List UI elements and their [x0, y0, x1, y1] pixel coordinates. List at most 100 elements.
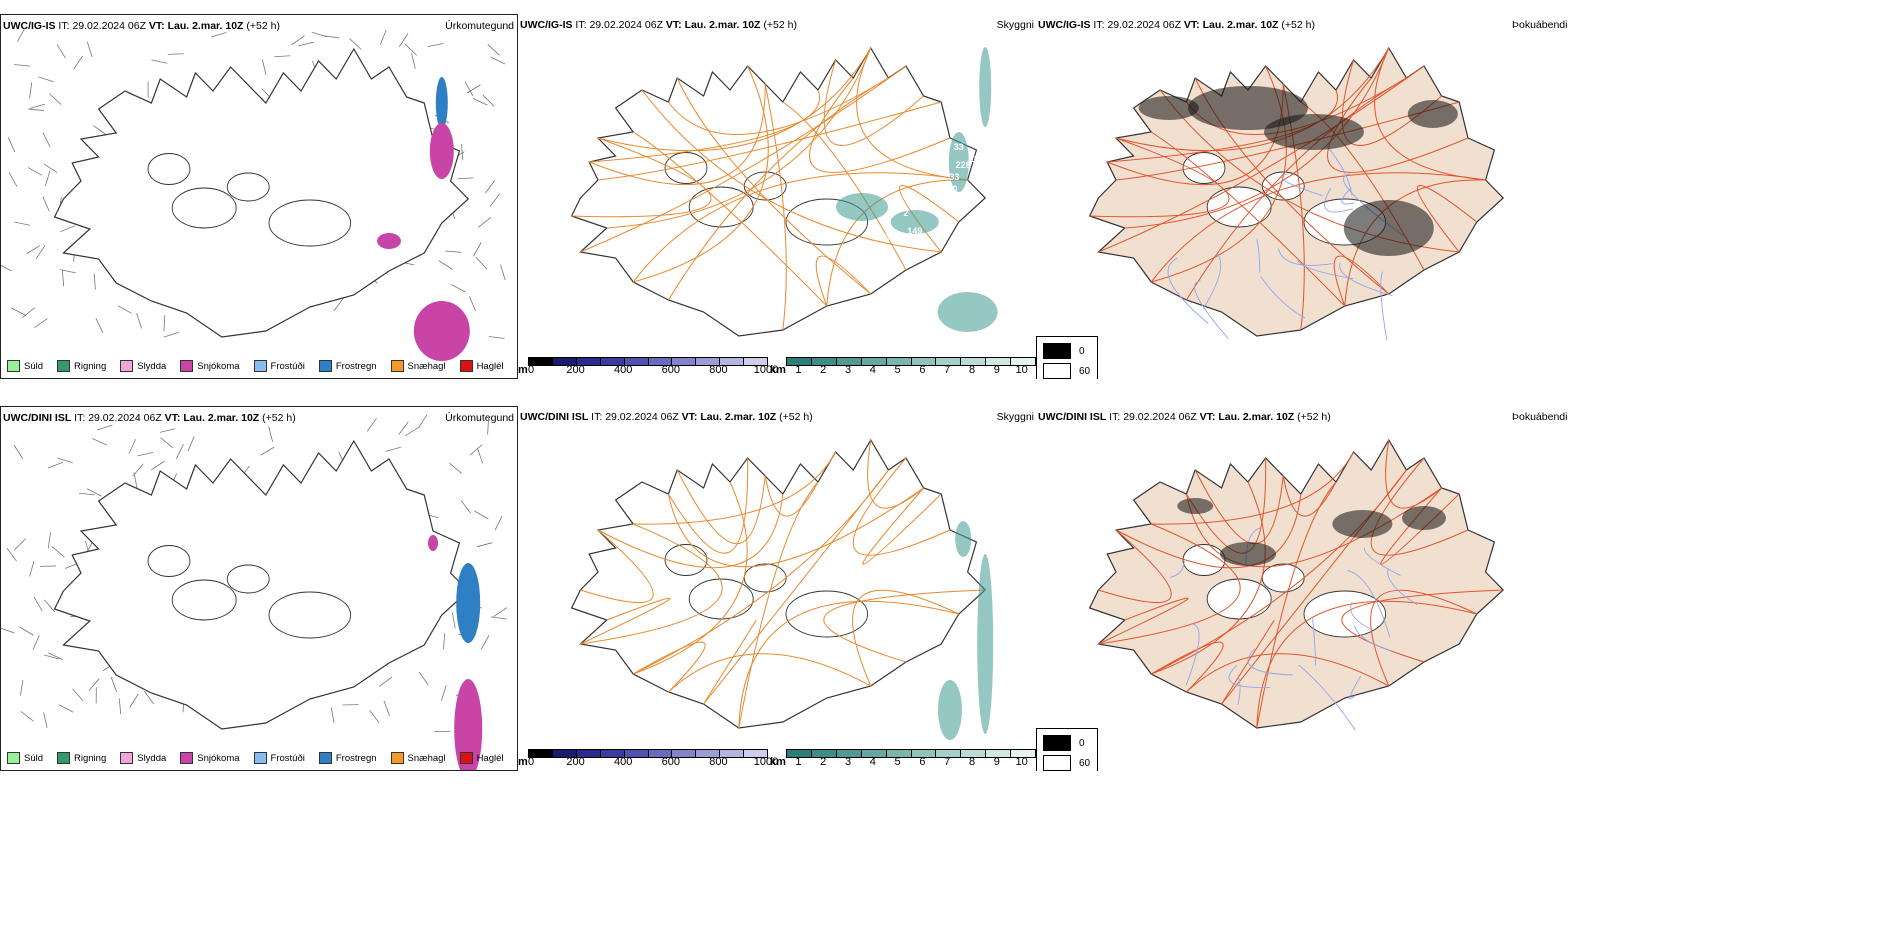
- ceiling-label: 244: [824, 232, 839, 242]
- road: [1150, 131, 1346, 307]
- road: [1151, 481, 1266, 675]
- river: [1281, 173, 1323, 197]
- colorbar-cell: [648, 750, 673, 757]
- river: [1247, 648, 1293, 676]
- road: [1115, 493, 1302, 569]
- legend-label: Haglél: [476, 360, 504, 372]
- colorbar-cell: [529, 358, 553, 365]
- colorbar-tick-label: 800: [709, 364, 728, 376]
- colorbar-tick-label: 8: [968, 756, 976, 768]
- colorbar-cell: [744, 750, 768, 757]
- low-visibility-area: [836, 193, 888, 221]
- ceiling-colorbar: [528, 357, 768, 366]
- colorbar-tick-label: 4: [869, 364, 876, 376]
- river: [1347, 570, 1391, 638]
- wind-barb: [33, 597, 43, 612]
- fog-swatch-60: [1043, 363, 1071, 379]
- panel-title: Úrkomutegund: [445, 20, 514, 32]
- legend-item: Slydda: [120, 752, 166, 764]
- wind-barb: [167, 53, 184, 55]
- legend-swatch: [390, 752, 404, 764]
- wind-barb: [210, 32, 227, 38]
- river: [1324, 187, 1353, 213]
- glacier-outline: [1206, 578, 1272, 620]
- colorbar-cell: [961, 750, 987, 757]
- road: [1327, 77, 1469, 173]
- fog-label-0: 0: [1079, 345, 1085, 357]
- legend-item: Rigning: [57, 360, 106, 372]
- river: [1228, 664, 1271, 688]
- low-visibility-area: [890, 210, 939, 234]
- road: [1115, 101, 1460, 181]
- glacier-outline: [664, 544, 708, 576]
- wind-barb: [457, 177, 474, 180]
- colorbar-tick-label: 3: [844, 756, 852, 768]
- road: [667, 487, 924, 568]
- panel-header: UWC/DINI ISL IT: 29.02.2024 06Z VT: Lau.…: [520, 411, 813, 423]
- colorbar-tick-label: 1: [795, 364, 802, 376]
- wind-barb: [88, 678, 100, 691]
- wind-barb: [43, 712, 48, 729]
- legend-item: Snæhagl: [390, 752, 446, 764]
- colorbar-tick-label: 0: [528, 364, 535, 376]
- precip-area: [435, 77, 448, 129]
- river: [1170, 561, 1185, 578]
- glacier-outline: [1182, 152, 1226, 184]
- wind-barb: [43, 163, 58, 174]
- legend-item: Frostúði: [253, 752, 305, 764]
- ceiling-unit: m: [518, 756, 528, 768]
- road: [1221, 620, 1275, 705]
- wind-barb: [451, 612, 456, 629]
- glacier-outline: [785, 590, 869, 638]
- legend-label: Frostregn: [335, 752, 377, 764]
- fog-index-panel-1: UWC/IG-IS IT: 29.02.2024 06Z VT: Lau. 2.…: [1036, 14, 1900, 379]
- road: [597, 493, 784, 569]
- wind-barb: [92, 438, 108, 446]
- fog-area: [1138, 96, 1199, 120]
- road: [633, 481, 748, 675]
- wind-barb: [378, 676, 393, 687]
- wind-barb: [404, 43, 417, 56]
- low-visibility-area: [979, 47, 992, 127]
- wind-barb: [47, 532, 51, 549]
- wind-barb: [128, 439, 137, 454]
- wind-barb: [7, 137, 16, 153]
- fog-swatch-0: [1043, 343, 1071, 359]
- wind-barb: [132, 463, 144, 477]
- road: [580, 65, 907, 253]
- legend-swatch: [120, 752, 134, 764]
- colorbar-cell: [936, 358, 962, 365]
- road: [1098, 529, 1172, 603]
- wind-barb: [28, 108, 45, 111]
- wind-barb: [1, 264, 12, 272]
- wind-barb: [476, 542, 493, 548]
- river: [1341, 187, 1355, 205]
- colorbar-tick-label: 1000: [753, 364, 779, 376]
- wind-barb: [487, 418, 490, 435]
- river: [1297, 257, 1354, 280]
- wind-barb: [418, 671, 429, 686]
- ceiling-unit: m: [518, 364, 528, 376]
- wind-barb: [86, 41, 93, 58]
- low-visibility-area: [948, 132, 969, 192]
- glacier-outline: [171, 187, 237, 229]
- wind-barb: [260, 446, 275, 456]
- wind-barb: [93, 125, 107, 136]
- river: [1311, 616, 1317, 666]
- road: [1370, 457, 1469, 556]
- glacier-outline: [785, 198, 869, 246]
- road: [738, 600, 959, 729]
- legend-item: Snjókoma: [180, 752, 240, 764]
- wind-barb: [175, 444, 184, 459]
- wind-barb: [482, 94, 495, 107]
- wind-barb: [49, 93, 62, 105]
- colorbar-cell: [600, 750, 625, 757]
- colorbar-cell: [744, 358, 768, 365]
- wind-barb: [17, 27, 26, 42]
- wind-barb: [297, 41, 314, 47]
- fog-swatch-0: [1043, 735, 1071, 751]
- colorbar-cell: [696, 358, 721, 365]
- iceland-map: [1, 27, 506, 361]
- wind-barb: [61, 270, 65, 287]
